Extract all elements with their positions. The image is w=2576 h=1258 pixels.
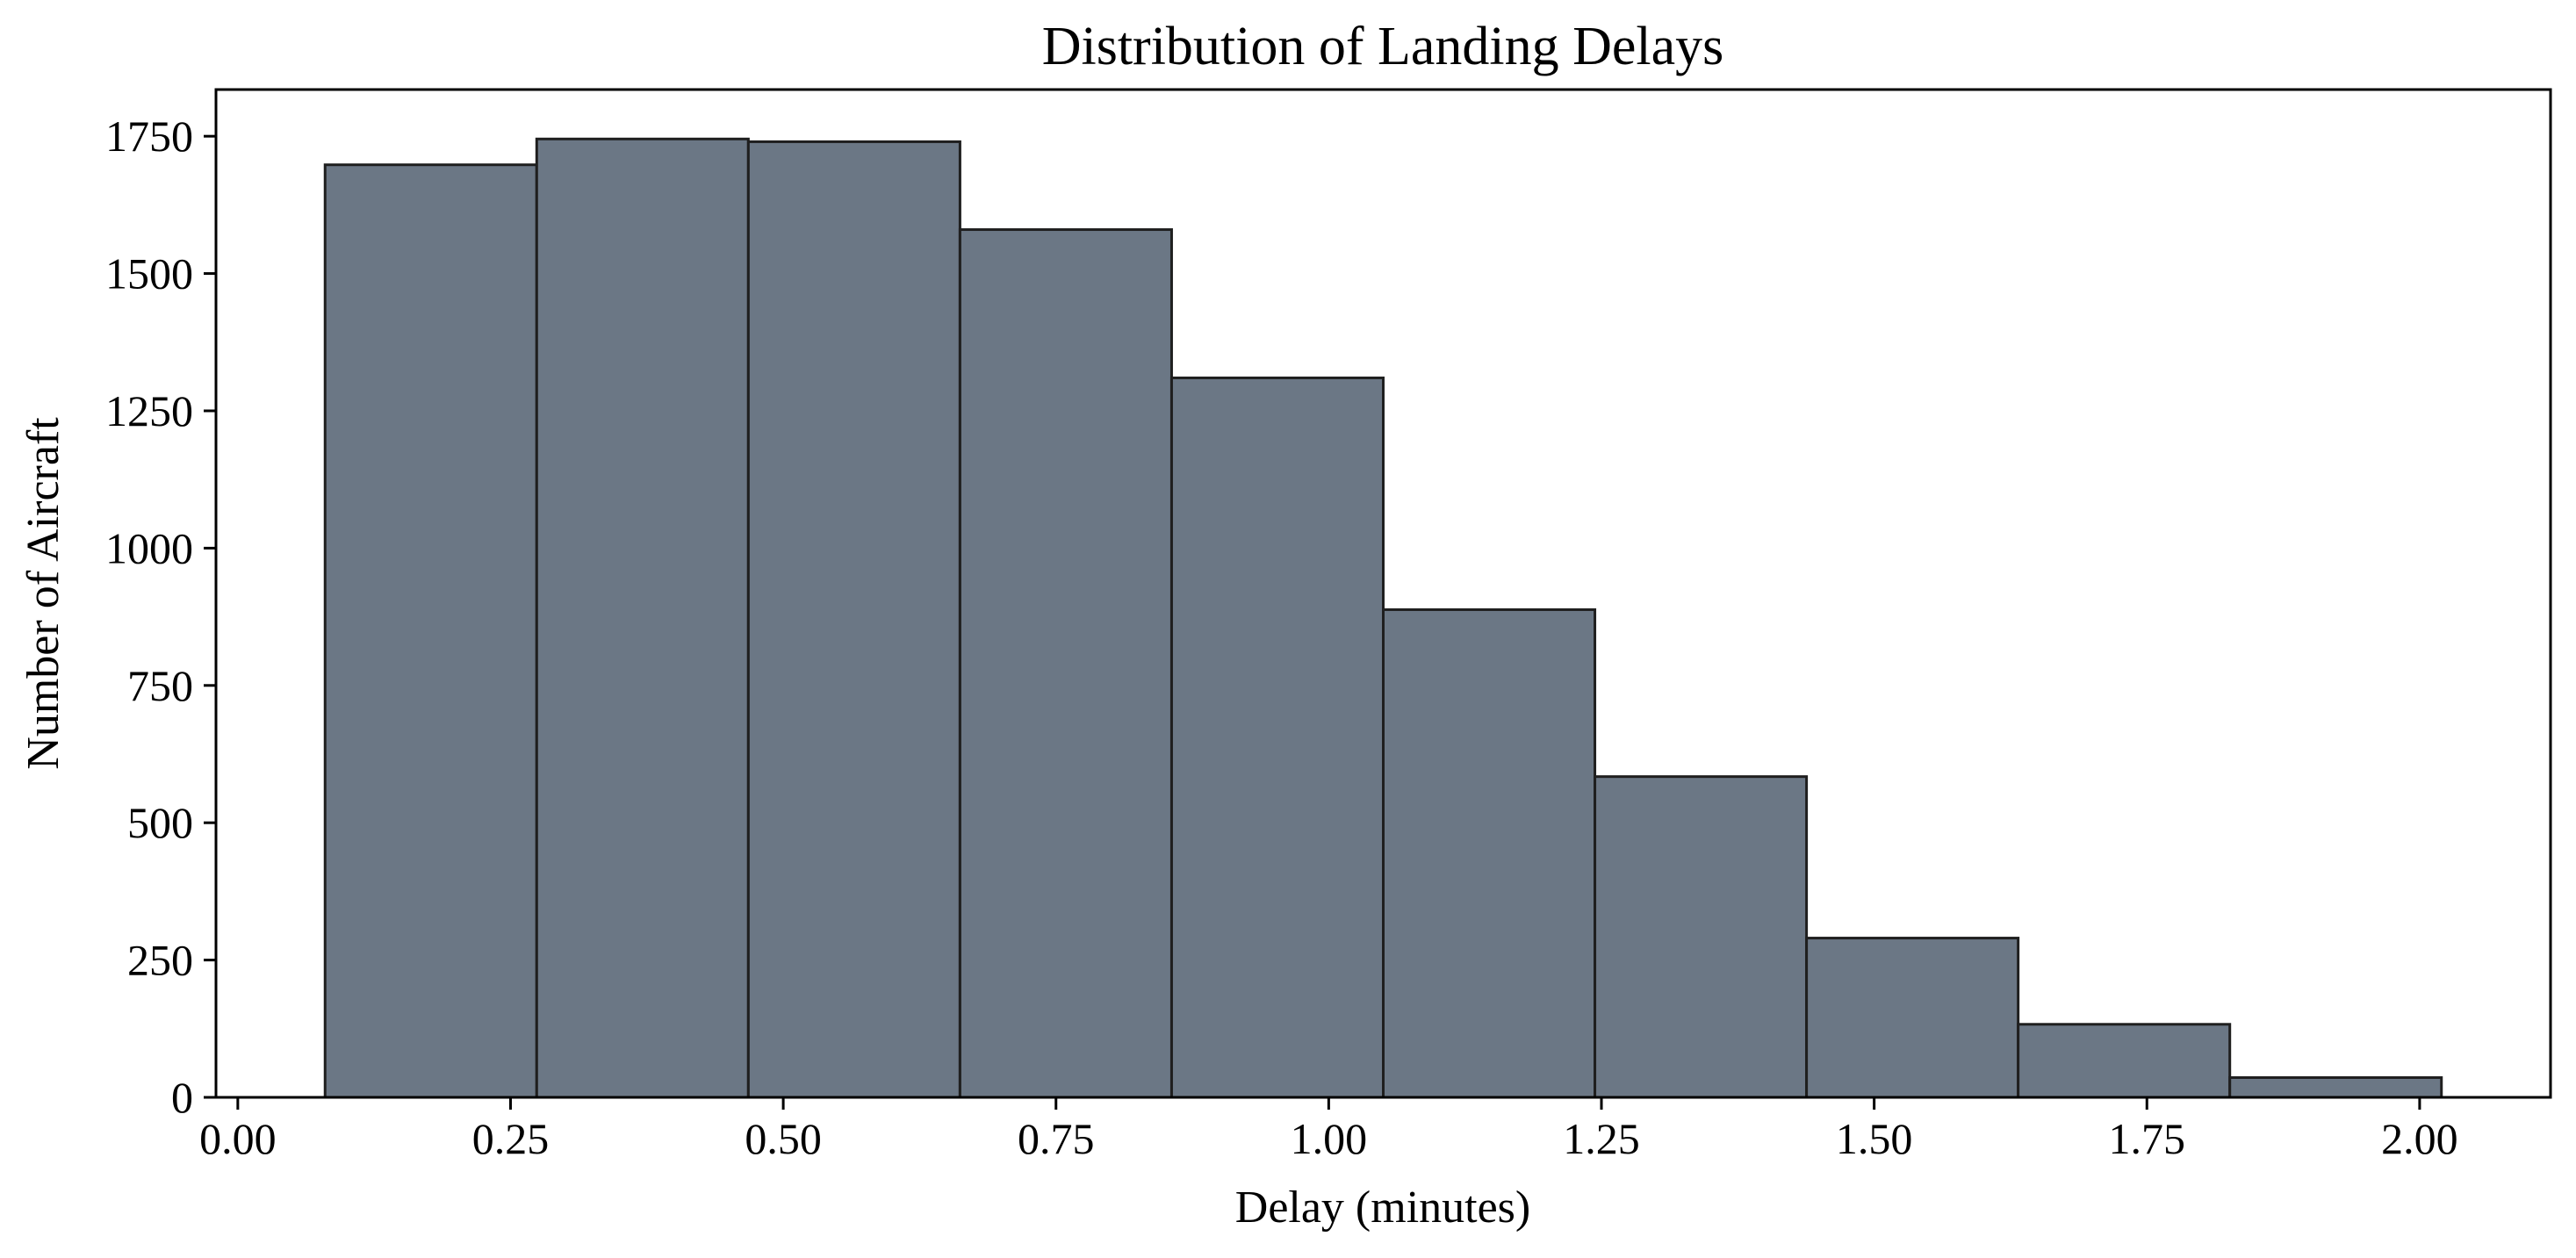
x-tick-label: 0.75 [1018, 1114, 1095, 1163]
y-tick-label: 1750 [105, 111, 193, 161]
y-tick-label: 500 [127, 798, 193, 847]
bars-group [323, 137, 2443, 1099]
x-tick-label: 1.75 [2109, 1114, 2186, 1163]
histogram-bar-10 [2228, 1075, 2443, 1099]
x-tick-label: 1.00 [1291, 1114, 1368, 1163]
y-tick-label: 750 [127, 661, 193, 710]
y-tick-label: 1250 [105, 386, 193, 435]
x-tick-label: 0.50 [745, 1114, 822, 1163]
plot-frame [214, 88, 2552, 1099]
histogram-bar-7 [1594, 775, 1809, 1099]
histogram-bar-8 [1805, 937, 2020, 1099]
y-tick-label: 250 [127, 936, 193, 985]
x-tick-label: 0.00 [199, 1114, 277, 1163]
chart-title: Distribution of Landing Delays [1042, 17, 1724, 76]
histogram-bar-4 [958, 228, 1173, 1099]
y-tick-label: 1000 [105, 523, 193, 572]
histogram-bar-3 [746, 140, 961, 1099]
x-tick-label: 1.50 [1836, 1114, 1913, 1163]
x-tick-label: 0.25 [472, 1114, 550, 1163]
histogram-bar-1 [323, 163, 538, 1099]
y-axis: 0 250 500 750 1000 1250 1500 1750 [105, 111, 216, 1122]
y-tick-label: 1500 [105, 249, 193, 298]
y-tick-label: 0 [171, 1073, 193, 1122]
x-tick-label: 2.00 [2381, 1114, 2458, 1163]
histogram-bar-6 [1382, 607, 1597, 1099]
x-tick-label: 1.25 [1563, 1114, 1640, 1163]
histogram-bar-5 [1169, 376, 1385, 1099]
histogram-bar-9 [2017, 1023, 2232, 1099]
x-axis: 0.00 0.25 0.50 0.75 1.00 1.25 1.50 1.75 2.00 [199, 1097, 2458, 1163]
x-axis-label: Delay (minutes) [1235, 1183, 1530, 1233]
y-axis-label: Number of Aircraft [18, 417, 68, 770]
histogram-bar-2 [535, 137, 750, 1099]
